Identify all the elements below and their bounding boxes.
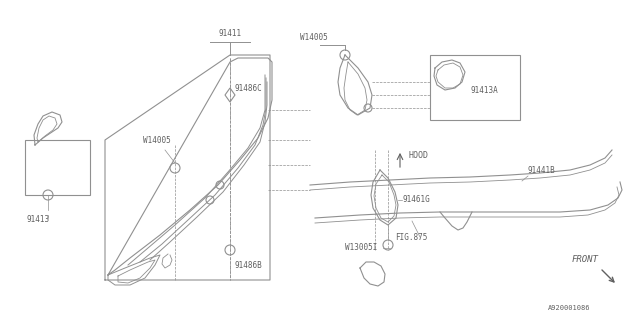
Text: 91461G: 91461G — [402, 196, 429, 204]
Text: W14005: W14005 — [143, 136, 171, 145]
Text: FIG.875: FIG.875 — [395, 233, 428, 242]
Text: 91413A: 91413A — [470, 85, 498, 94]
Text: A920001086: A920001086 — [548, 305, 591, 311]
Text: 91413: 91413 — [26, 215, 49, 224]
Text: HOOD: HOOD — [408, 150, 428, 159]
Text: 91441B: 91441B — [528, 166, 556, 175]
Text: 91486B: 91486B — [234, 260, 262, 269]
Text: W14005: W14005 — [300, 33, 328, 42]
Text: 91486C: 91486C — [234, 84, 262, 92]
Text: FRONT: FRONT — [572, 255, 599, 264]
Text: 91411: 91411 — [218, 29, 241, 38]
Text: W13005I: W13005I — [345, 244, 378, 252]
